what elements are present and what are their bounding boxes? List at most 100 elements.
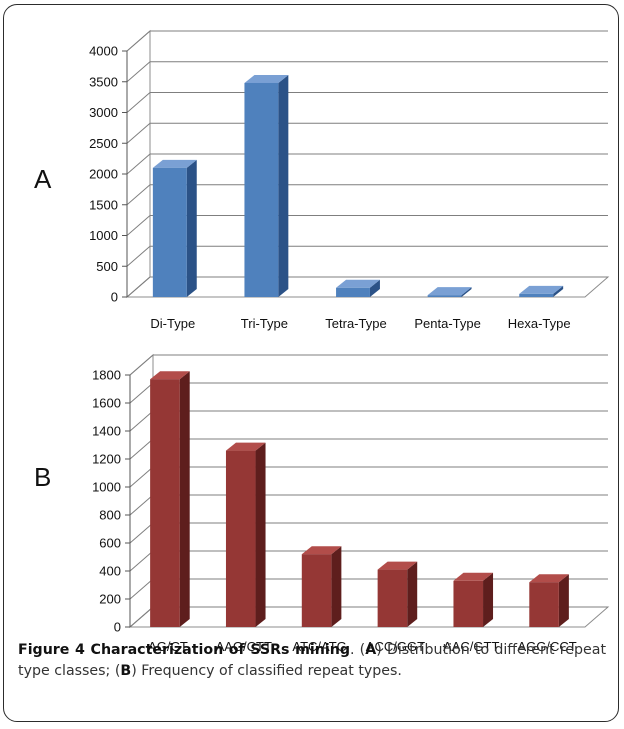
gridline [129, 522, 608, 544]
bar [244, 74, 289, 297]
gridline [126, 276, 608, 298]
bar-side [407, 561, 418, 627]
bar [152, 159, 197, 297]
y-tick-label: 3500 [89, 74, 118, 89]
bar-front [244, 82, 279, 297]
bar-front [301, 554, 332, 627]
y-tick-label: 200 [99, 592, 121, 607]
caption-b-text: Frequency of classified repeat types. [141, 663, 402, 679]
caption-a-label: A [365, 642, 377, 658]
x-tick-label: Di-Type [150, 316, 195, 331]
bar-side [369, 279, 380, 297]
bar [453, 572, 494, 627]
bar [336, 279, 380, 297]
gridline [129, 494, 608, 516]
plot-area: 0 500 1000 1500 2000 2500 3000 3500 4000 Di-Type T… [89, 29, 610, 331]
x-tick-label: Penta-Type [414, 316, 481, 331]
y-tick-label: 4000 [89, 44, 118, 59]
bar [150, 371, 190, 627]
bar [225, 442, 266, 627]
bar-top [301, 546, 342, 555]
figure-caption: Figure 4 Characterization of SSRs mining… [18, 642, 607, 679]
bar-front [427, 295, 462, 297]
y-tick-label: 400 [99, 564, 121, 579]
x-tick-label: Tetra-Type [325, 316, 386, 331]
gridline [126, 30, 608, 52]
plot-area: 0 200 400 600 800 1000 1200 1400 1600 1800 AG/CT AA… [92, 353, 610, 654]
y-tick-label: 2500 [89, 136, 118, 151]
bar [529, 574, 569, 627]
bar-front [453, 580, 484, 627]
caption-b-label: B [120, 663, 132, 679]
gridline [126, 92, 608, 113]
bar-front [152, 167, 187, 297]
x-tick-label: Hexa-Type [508, 316, 571, 331]
gridline [126, 215, 608, 236]
y-tick-label: 3000 [89, 105, 118, 120]
bar-top [152, 159, 197, 168]
bar [301, 546, 342, 627]
y-tick-label: 1600 [92, 396, 121, 411]
bar [377, 561, 418, 627]
gridline [129, 382, 608, 404]
bar-front [519, 293, 554, 297]
bar-front [225, 450, 256, 627]
bar [519, 285, 564, 297]
bar-side [558, 574, 569, 627]
bar-top [336, 279, 380, 288]
bar-side [278, 74, 289, 297]
bar-side [553, 285, 564, 297]
bar-side [331, 546, 342, 627]
x-tick-label: Tri-Type [241, 316, 288, 331]
gridline [129, 438, 608, 460]
bar-side [186, 159, 197, 297]
bar [427, 287, 472, 297]
gridline [126, 61, 608, 83]
bar-top [529, 574, 569, 583]
y-tick-label: 2000 [89, 167, 118, 182]
x-tick-label: ATC/ATG [292, 639, 346, 654]
caption-a-text: Distribution to different repeat type cl… [18, 642, 607, 679]
x-tick-label: AGG/CCT [517, 639, 576, 654]
bar-side [255, 442, 266, 627]
gridline [126, 153, 608, 175]
bar-top [453, 572, 494, 581]
caption-title: Figure 4 Characterization of SSRs mining [18, 642, 350, 658]
y-tick-label: 1800 [92, 368, 121, 383]
y-tick-label: 1200 [92, 452, 121, 467]
y-tick-label: 0 [114, 620, 121, 635]
panel-b-label: B [34, 462, 52, 492]
bar-front [529, 582, 559, 627]
gridline [126, 184, 608, 206]
bar-top [150, 371, 190, 380]
gridline [129, 410, 608, 432]
gridline [129, 550, 608, 572]
bar-top [519, 285, 564, 294]
bar-side [179, 371, 190, 627]
x-tick-label: AAC/GTT [443, 639, 499, 654]
panel-a-label: A [34, 164, 52, 194]
y-tick-label: 500 [96, 259, 118, 274]
bar-front [150, 379, 180, 627]
gridline [126, 245, 608, 267]
bar-top [225, 442, 266, 451]
bar-top [427, 287, 472, 296]
x-tick-label: AAG/CTT [216, 639, 272, 654]
x-tick-label: AG/CT [148, 639, 188, 654]
bar-front [336, 287, 370, 297]
y-tick-label: 600 [99, 536, 121, 551]
y-tick-label: 0 [111, 290, 118, 305]
y-tick-label: 800 [99, 508, 121, 523]
y-tick-label: 1000 [89, 228, 118, 243]
gridline [129, 354, 608, 376]
y-tick-label: 1500 [89, 197, 118, 212]
side-wall [129, 353, 154, 629]
x-tick-label: ACC/GGT [366, 639, 425, 654]
bar-side [483, 572, 494, 627]
bar-front [377, 569, 408, 627]
bar-side [461, 287, 472, 297]
bar-top [377, 561, 418, 570]
gridline [126, 122, 608, 144]
